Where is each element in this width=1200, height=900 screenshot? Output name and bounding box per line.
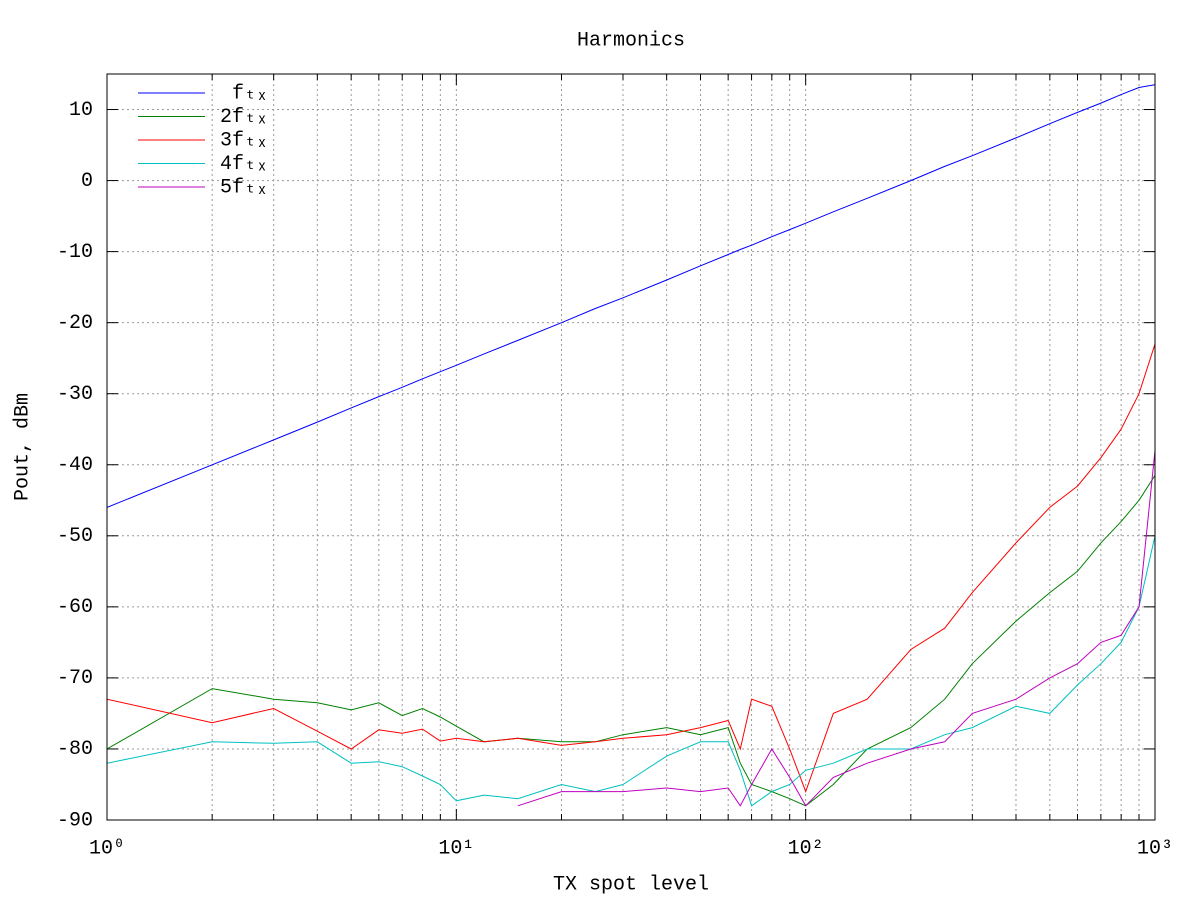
- y-tick-label: -80: [57, 738, 93, 761]
- legend-label: 4fₜₓ: [220, 153, 268, 176]
- y-tick-label: -10: [57, 241, 93, 264]
- x-tick-label: 10⁰: [89, 837, 125, 860]
- y-tick-label: -60: [57, 596, 93, 619]
- y-axis-label: Pout, dBm: [11, 393, 34, 501]
- y-tick-label: -90: [57, 809, 93, 832]
- y-tick-label: -50: [57, 525, 93, 548]
- x-axis-label: TX spot level: [553, 873, 709, 896]
- legend-label: fₜₓ: [232, 82, 268, 105]
- y-tick-label: -70: [57, 667, 93, 690]
- x-tick-label: 10¹: [438, 837, 474, 860]
- x-tick-label: 10²: [788, 837, 824, 860]
- series-line: [517, 450, 1155, 807]
- plot-area: [107, 84, 1155, 807]
- series-line: [107, 475, 1155, 807]
- y-tick-label: 10: [69, 99, 93, 122]
- y-tick-label: -20: [57, 312, 93, 335]
- y-tick-label: 0: [81, 170, 93, 193]
- series-line: [107, 84, 1155, 508]
- series-line: [107, 535, 1155, 807]
- x-tick-label: 10³: [1137, 837, 1173, 860]
- y-tick-label: -40: [57, 454, 93, 477]
- series-line: [107, 343, 1155, 794]
- legend-label: 5fₜₓ: [220, 176, 268, 199]
- y-tick-label: -30: [57, 383, 93, 406]
- chart-title: Harmonics: [577, 29, 685, 52]
- legend-label: 3fₜₓ: [220, 129, 268, 152]
- legend-label: 2fₜₓ: [220, 106, 268, 129]
- plot-border: [106, 73, 1156, 821]
